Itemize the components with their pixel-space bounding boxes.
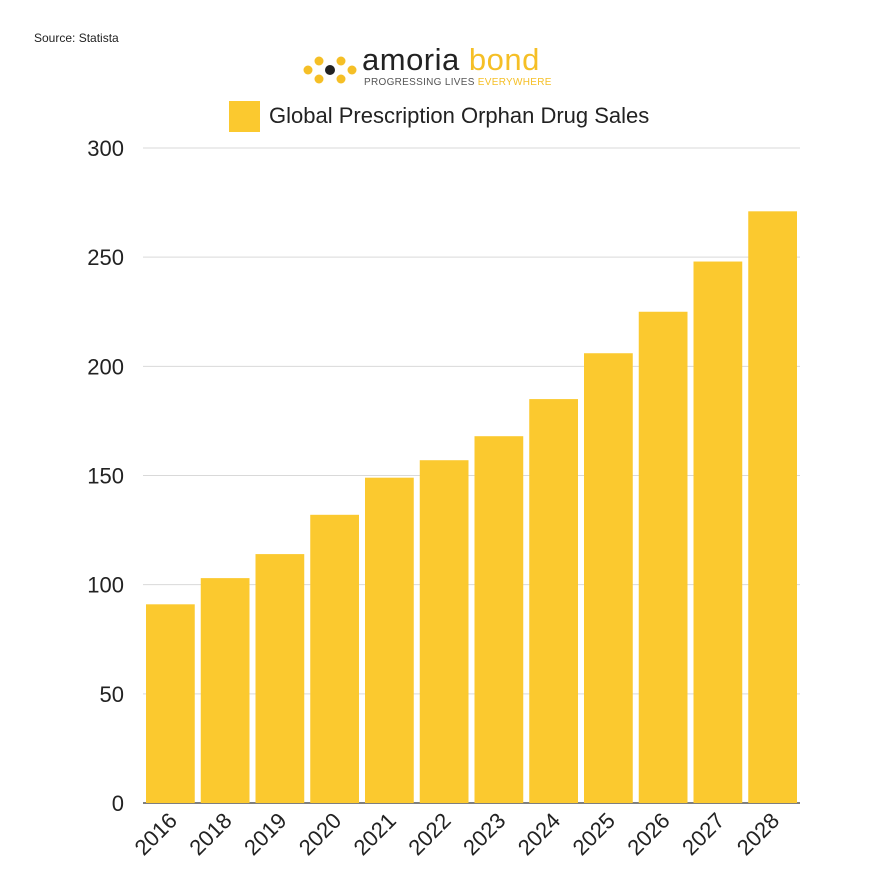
bar-2016	[146, 604, 195, 803]
chart-legend: Global Prescription Orphan Drug Sales	[229, 100, 649, 132]
bar-2024	[529, 399, 578, 803]
x-tick-label: 2016	[130, 808, 182, 860]
bar-2026	[638, 311, 688, 803]
legend-swatch	[229, 100, 260, 132]
bar-2027	[693, 261, 743, 803]
bar-2018	[200, 578, 250, 803]
y-tick-label: 100	[87, 573, 124, 598]
logo-word-amoria: amoria	[362, 42, 460, 77]
logo-word-bond: bond	[468, 42, 540, 77]
logo-tagline: PROGRESSING LIVES EVERYWHERE	[364, 77, 552, 88]
bar-2023	[474, 436, 524, 803]
x-tick-label: 2020	[294, 808, 346, 860]
x-tick-label: 2021	[349, 808, 401, 860]
grid-lines	[143, 147, 800, 804]
bar-2020	[310, 514, 359, 803]
bar-2021	[365, 477, 414, 803]
y-tick-label: 200	[87, 354, 124, 379]
x-tick-label: 2027	[677, 808, 729, 860]
y-tick-label: 250	[87, 245, 124, 270]
y-tick-label: 50	[100, 682, 124, 707]
logo-tagline-accent: EVERYWHERE	[477, 77, 552, 88]
x-tick-label: 2018	[184, 808, 236, 860]
bar-series	[146, 211, 797, 804]
logo-dots-icon	[303, 56, 357, 84]
bar-2019	[255, 554, 305, 803]
y-tick-label: 300	[87, 136, 124, 161]
y-tick-label: 0	[112, 791, 124, 816]
x-tick-label: 2022	[403, 808, 455, 860]
logo-tagline-dark: PROGRESSING LIVES	[364, 77, 475, 88]
y-axis-ticks: 0 50 100 150 200 250 300	[87, 136, 124, 816]
y-tick-label: 150	[87, 464, 124, 489]
x-tick-label: 2019	[239, 808, 291, 860]
logo-wordmark: amoria bond	[362, 42, 540, 78]
amoria-bond-logo: amoria bond PROGRESSING LIVES EVERYWHERE	[300, 42, 590, 94]
bar-2028	[748, 211, 797, 804]
source-note: Source: Statista	[34, 31, 119, 45]
bar-2025	[584, 353, 633, 803]
x-tick-label: 2023	[458, 808, 510, 860]
x-tick-label: 2025	[568, 808, 620, 860]
x-axis-ticks: 2016 2018 2019 2020 2021 2022 2023 2024 2025 2026…	[130, 808, 785, 860]
bar-2022	[419, 460, 469, 803]
x-tick-label: 2028	[732, 808, 784, 860]
x-tick-label: 2024	[513, 808, 565, 860]
x-tick-label: 2026	[622, 808, 674, 860]
legend-label: Global Prescription Orphan Drug Sales	[269, 103, 650, 128]
